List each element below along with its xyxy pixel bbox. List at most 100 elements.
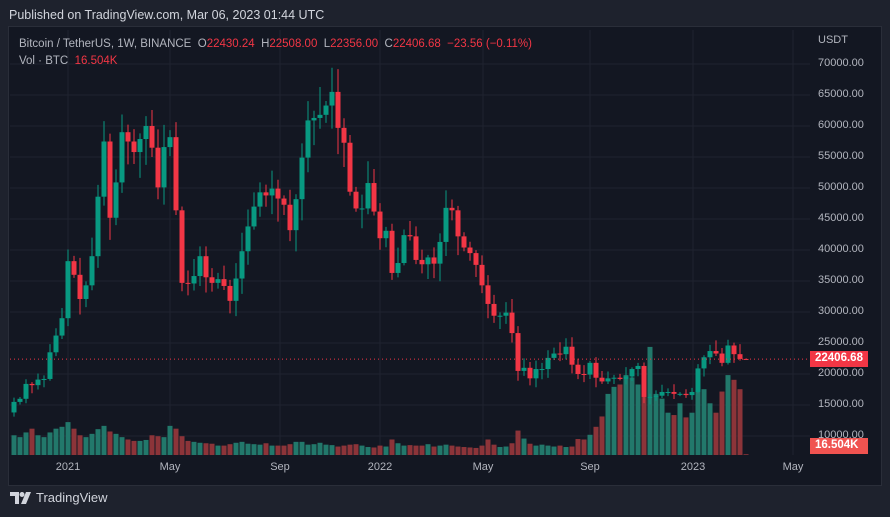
volume-bar: [203, 443, 209, 455]
volume-bar: [599, 416, 605, 455]
candle-body: [101, 141, 107, 197]
candle-body: [497, 315, 503, 317]
candle-body: [401, 235, 407, 264]
candle-body: [161, 147, 167, 188]
candle-body: [455, 210, 461, 237]
candle-body: [167, 137, 173, 148]
candle-body: [281, 198, 287, 205]
candle-body: [431, 257, 437, 264]
volume-bar: [293, 441, 299, 455]
candle-body: [173, 137, 179, 211]
volume-bar: [521, 438, 527, 455]
volume-bar: [431, 446, 437, 455]
candle-body: [23, 383, 29, 399]
volume-bar: [113, 433, 119, 455]
volume-bar: [323, 444, 329, 455]
candle-body: [461, 236, 467, 248]
volume-bar: [605, 393, 611, 455]
candle-body: [329, 91, 335, 106]
volume-bar: [137, 440, 143, 455]
candle-body: [641, 365, 647, 397]
candle-body: [581, 374, 587, 375]
volume-bar: [257, 444, 263, 455]
candle-body: [389, 230, 395, 273]
price-chart[interactable]: [10, 30, 810, 455]
candle-body: [635, 365, 641, 370]
volume-bar: [71, 428, 77, 455]
candle-body: [425, 257, 431, 265]
open-value: 22430.24: [206, 38, 255, 50]
volume-bar: [353, 444, 359, 455]
candle-body: [335, 91, 341, 128]
tradingview-logo[interactable]: TradingView: [10, 490, 108, 505]
candle-body: [371, 183, 377, 212]
volume-bar: [53, 428, 59, 455]
candle-body: [473, 253, 479, 265]
candle-body: [155, 147, 161, 188]
volume-bar: [347, 444, 353, 455]
time-tick: May: [782, 461, 804, 473]
candle-body: [191, 276, 197, 284]
volume-bar: [11, 435, 17, 455]
candle-body: [533, 369, 539, 379]
time-tick: Sep: [270, 461, 290, 473]
volume-bar: [233, 442, 239, 455]
time-tick: 2021: [55, 461, 81, 473]
volume-bar: [227, 444, 233, 455]
volume-bar: [413, 445, 419, 455]
volume-bar: [725, 375, 731, 455]
candle-body: [11, 401, 17, 413]
volume-bar: [629, 377, 635, 455]
candle-body: [737, 354, 743, 359]
volume-bar: [491, 444, 497, 455]
candle-body: [179, 210, 185, 283]
candle-body: [617, 377, 623, 379]
candle-body: [647, 396, 653, 398]
volume-bar: [497, 447, 503, 455]
volume-bar: [329, 445, 335, 455]
candle-body: [53, 335, 59, 353]
volume-bar: [515, 430, 521, 455]
volume-bar: [527, 443, 533, 455]
candle-body: [539, 369, 545, 371]
candle-body: [41, 378, 47, 380]
price-tick: 45000.00: [818, 212, 864, 224]
candle-body: [365, 183, 371, 209]
candle-body: [515, 333, 521, 371]
volume-bar: [35, 435, 41, 455]
candle-body: [509, 312, 515, 334]
open-label: O: [197, 38, 207, 50]
candle-body: [29, 383, 35, 386]
volume-bar: [617, 384, 623, 455]
candle-body: [137, 139, 143, 153]
volume-bar: [77, 435, 83, 455]
volume-bar: [47, 432, 53, 455]
volume-bar: [335, 446, 341, 455]
volume-bar: [281, 445, 287, 455]
volume-bar: [173, 428, 179, 455]
price-tick: 15000.00: [818, 398, 864, 410]
volume-bar: [383, 446, 389, 455]
volume-bar: [737, 389, 743, 455]
volume-bar: [461, 447, 467, 455]
volume-bar: [167, 425, 173, 455]
volume-bar: [689, 412, 695, 455]
candle-body: [467, 247, 473, 254]
candle-body: [593, 362, 599, 378]
volume-bar: [185, 440, 191, 455]
volume-bar: [467, 447, 473, 455]
volume-bar: [503, 446, 509, 455]
candle-body: [47, 352, 53, 379]
volume-bar: [95, 429, 101, 455]
price-tick: 20000.00: [818, 367, 864, 379]
candle-body: [491, 303, 497, 316]
volume-bar: [371, 447, 377, 455]
candle-body: [305, 120, 311, 158]
volume-bar: [359, 445, 365, 455]
candle-body: [437, 241, 443, 264]
volume-bar: [611, 386, 617, 455]
candle-body: [653, 395, 659, 397]
candle-body: [257, 192, 263, 207]
candle-body: [119, 132, 125, 183]
volume-bar: [593, 426, 599, 455]
